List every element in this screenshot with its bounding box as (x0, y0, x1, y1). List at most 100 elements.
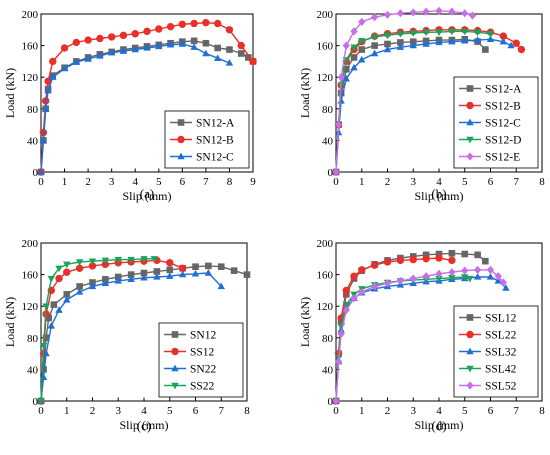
data-point (383, 45, 392, 53)
data-point (383, 279, 392, 288)
data-point (63, 261, 71, 269)
data-point (397, 39, 404, 46)
data-point (114, 277, 122, 284)
data-point (473, 36, 482, 43)
data-point (63, 295, 71, 303)
data-point (39, 136, 48, 144)
data-point (370, 261, 379, 269)
legend-marker (466, 118, 474, 126)
series-SN12-B (37, 18, 257, 176)
data-point (101, 279, 110, 286)
data-point (107, 48, 116, 56)
legend-label: SN22 (190, 364, 216, 376)
x-tick-label: 6 (488, 405, 494, 417)
data-point (155, 25, 163, 33)
data-point (422, 29, 430, 37)
y-tick-label: 160 (22, 270, 39, 282)
x-tick-label: 8 (539, 405, 545, 417)
data-point (150, 256, 158, 263)
data-point (192, 263, 199, 270)
data-point (37, 168, 45, 175)
panel-label: (c) (137, 418, 151, 433)
data-point (249, 57, 257, 66)
data-point (127, 271, 135, 278)
data-point (396, 256, 405, 265)
x-tick-label: 5 (156, 176, 162, 188)
data-point (409, 8, 417, 17)
legend-label: SS22 (190, 381, 215, 393)
data-point (55, 306, 63, 313)
x-tick-label: 4 (436, 405, 442, 417)
x-tick-label: 5 (167, 405, 173, 417)
data-point (127, 275, 135, 283)
x-axis-label: Slip (mm) (119, 418, 168, 432)
data-point (178, 264, 187, 272)
data-point (217, 263, 225, 270)
data-point (178, 20, 187, 28)
data-point (42, 334, 50, 342)
data-point (350, 272, 358, 280)
y-tick-label: 40 (322, 364, 334, 376)
data-point (89, 279, 96, 286)
x-tick-label: 8 (227, 176, 233, 188)
data-point (119, 47, 128, 54)
series-line (40, 22, 254, 173)
data-point (47, 322, 55, 329)
data-point (435, 38, 443, 46)
legend-marker (466, 330, 474, 339)
series-line (335, 30, 491, 173)
data-point (166, 259, 174, 267)
data-point (50, 301, 58, 308)
legend-label: SSL52 (485, 381, 517, 393)
legend-label: SSL42 (485, 364, 517, 376)
data-point (332, 167, 340, 177)
data-point (37, 398, 45, 405)
y-tick-label: 200 (317, 238, 334, 250)
x-tick-label: 0 (333, 405, 339, 417)
x-tick-label: 3 (411, 405, 417, 417)
data-point (84, 36, 92, 44)
data-point (461, 250, 469, 258)
x-axis-label: Slip (mm) (414, 418, 463, 432)
x-tick-label: 1 (359, 405, 365, 417)
data-point (190, 43, 198, 50)
data-point (205, 262, 212, 270)
data-point (409, 38, 417, 45)
legend-label: SS12-C (485, 118, 521, 130)
data-point (383, 258, 392, 266)
data-point (342, 306, 350, 315)
data-point (350, 27, 358, 36)
data-point (166, 40, 175, 48)
legend-label: SN12-B (196, 135, 234, 147)
data-point (474, 265, 482, 274)
data-point (213, 19, 222, 28)
data-point (42, 104, 50, 112)
data-point (143, 27, 151, 36)
data-point (191, 269, 200, 277)
data-point (225, 59, 234, 66)
legend-marker (171, 347, 179, 356)
series-SSL42 (332, 274, 474, 405)
data-point (214, 44, 221, 52)
legend-label: SS12-D (485, 135, 521, 147)
x-tick-label: 0 (333, 176, 339, 188)
x-tick-label: 5 (462, 405, 468, 417)
series-SS22 (37, 256, 158, 405)
legend-label: SN12-C (196, 152, 234, 164)
data-point (358, 266, 366, 274)
data-point (153, 268, 161, 275)
data-point (96, 34, 104, 43)
data-point (44, 86, 52, 94)
data-point (178, 40, 187, 47)
data-point (422, 272, 430, 281)
x-tick-label: 3 (116, 405, 122, 417)
data-point (127, 256, 135, 264)
data-point (482, 46, 489, 53)
data-point (131, 45, 139, 53)
data-point (202, 18, 210, 27)
series-line (335, 276, 471, 402)
legend-marker (466, 347, 474, 355)
data-point (332, 396, 340, 406)
